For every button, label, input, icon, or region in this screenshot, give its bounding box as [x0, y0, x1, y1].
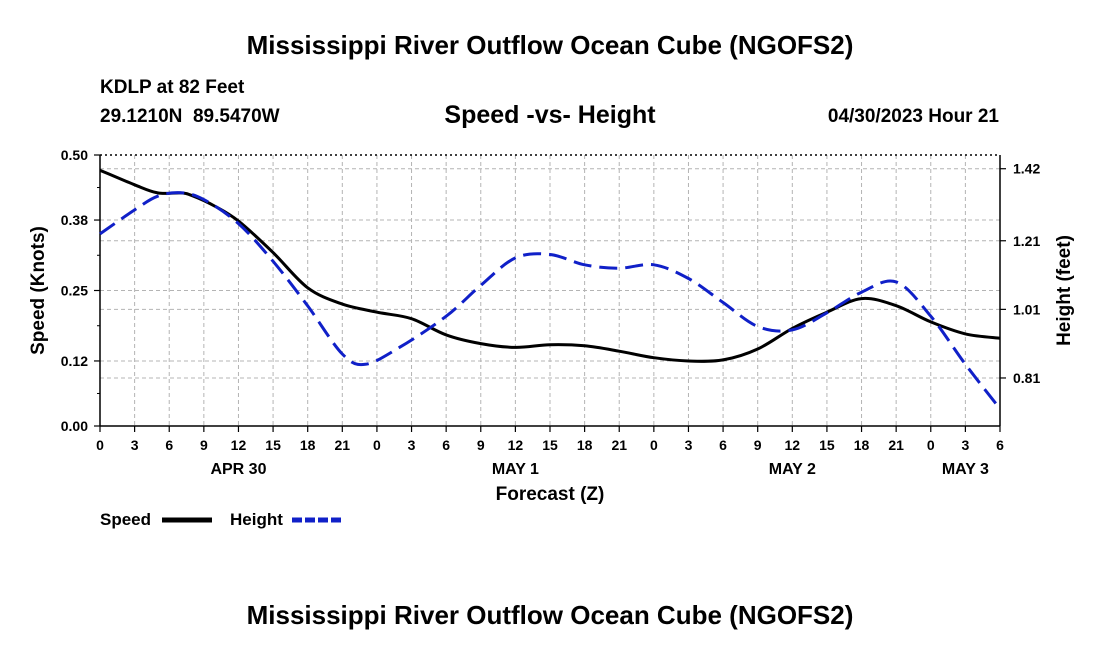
- x-tick-label: 6: [719, 437, 727, 453]
- x-tick-label: 21: [888, 437, 904, 453]
- y-tick-label-left: 0.00: [61, 418, 88, 434]
- coordinates-label: 29.1210N 89.5470W: [100, 106, 280, 127]
- x-tick-label: 12: [231, 437, 247, 453]
- y-tick-label-right: 1.42: [1013, 161, 1040, 177]
- axis-ticks: 0 3 6 9 12 15 18 21 0 3 6 9 12 15 18 21 0 3 6 9 12 15 18 21 0 3 6 A…: [28, 147, 1075, 505]
- x-tick-label: 21: [335, 437, 351, 453]
- y-tick-label-right: 0.81: [1013, 370, 1040, 386]
- date-label: MAY 1: [492, 461, 539, 478]
- x-tick-label: 0: [650, 437, 658, 453]
- station-label: KDLP at 82 Feet: [100, 77, 245, 98]
- repeated-title: Mississippi River Outflow Ocean Cube (NG…: [246, 600, 854, 630]
- legend: Speed Height: [100, 510, 342, 529]
- y-tick-label-left: 0.38: [61, 212, 88, 228]
- x-tick-label: 9: [477, 437, 485, 453]
- y-tick-label-right: 1.21: [1013, 233, 1040, 249]
- grid-lines: [100, 155, 1000, 426]
- x-tick-label: 15: [819, 437, 835, 453]
- x-tick-label: 15: [265, 437, 281, 453]
- x-tick-label: 3: [131, 437, 139, 453]
- main-title: Mississippi River Outflow Ocean Cube (NG…: [246, 30, 854, 60]
- x-tick-label: 9: [200, 437, 208, 453]
- y-axis-title-left: Speed (Knots): [28, 226, 49, 355]
- x-tick-label: 3: [685, 437, 693, 453]
- x-tick-label: 3: [961, 437, 969, 453]
- x-tick-label: 9: [754, 437, 762, 453]
- x-tick-label: 0: [373, 437, 381, 453]
- series-lines: [99, 168, 1002, 410]
- x-tick-label: 6: [165, 437, 173, 453]
- chart-subtitle: Speed -vs- Height: [444, 101, 656, 129]
- x-tick-label: 3: [408, 437, 416, 453]
- height-series-line: [99, 191, 1002, 410]
- date-label: APR 30: [210, 461, 266, 478]
- x-tick-label: 15: [542, 437, 558, 453]
- x-tick-label: 21: [611, 437, 627, 453]
- y-tick-label-left: 0.12: [61, 353, 88, 369]
- x-tick-label: 12: [508, 437, 524, 453]
- x-tick-label: 0: [927, 437, 935, 453]
- y-tick-label-left: 0.25: [61, 283, 88, 299]
- date-label: MAY 3: [942, 461, 989, 478]
- x-axis-title: Forecast (Z): [496, 484, 605, 505]
- x-tick-label: 18: [854, 437, 870, 453]
- forecast-datetime: 04/30/2023 Hour 21: [827, 106, 999, 127]
- y-tick-label-left: 0.50: [61, 147, 88, 163]
- x-tick-label: 18: [300, 437, 316, 453]
- legend-label-speed: Speed: [100, 510, 151, 529]
- x-tick-label: 12: [785, 437, 801, 453]
- date-label: MAY 2: [769, 461, 816, 478]
- legend-label-height: Height: [230, 510, 283, 529]
- x-tick-label: 0: [96, 437, 104, 453]
- y-axis-title-right: Height (feet): [1054, 235, 1075, 346]
- x-tick-label: 18: [577, 437, 593, 453]
- x-tick-label: 6: [442, 437, 450, 453]
- y-tick-label-right: 1.01: [1013, 301, 1040, 317]
- x-tick-label: 6: [996, 437, 1004, 453]
